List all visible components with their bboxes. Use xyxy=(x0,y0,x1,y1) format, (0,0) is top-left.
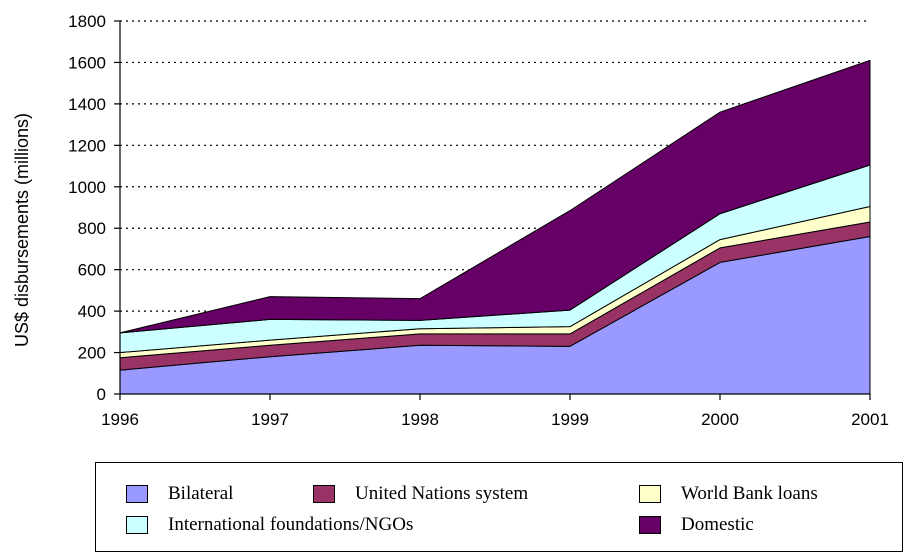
y-tick-label: 1600 xyxy=(68,53,106,72)
legend-item-united-nations-system: United Nations system xyxy=(313,483,528,505)
legend: Bilateral United Nations system World Ba… xyxy=(95,462,903,552)
legend-swatch xyxy=(639,516,661,534)
legend-label: Domestic xyxy=(681,514,754,535)
x-tick-label: 2001 xyxy=(851,410,889,429)
legend-item-world-bank-loans: World Bank loans xyxy=(639,483,818,505)
legend-item-domestic: Domestic xyxy=(639,514,754,536)
y-tick-label: 1800 xyxy=(68,12,106,31)
legend-label: World Bank loans xyxy=(681,483,818,504)
y-tick-labels: 0 200 400 600 800 1000 1200 1400 1600 1800 xyxy=(68,12,106,404)
y-tick-label: 400 xyxy=(78,302,106,321)
legend-item-international-foundations-ngos: International foundations/NGOs xyxy=(126,514,413,536)
y-tick-label: 200 xyxy=(78,344,106,363)
legend-swatch xyxy=(313,485,335,503)
y-tick-label: 0 xyxy=(97,385,106,404)
y-axis-label: US$ disbursements (millions) xyxy=(12,113,32,347)
x-tick-label: 1999 xyxy=(551,410,589,429)
legend-swatch xyxy=(126,485,148,503)
area-domestic xyxy=(119,59,871,334)
y-tick-label: 800 xyxy=(78,219,106,238)
legend-label: International foundations/NGOs xyxy=(168,514,414,535)
y-tick-label: 1400 xyxy=(68,95,106,114)
y-tick-label: 1000 xyxy=(68,178,106,197)
y-tick-label: 600 xyxy=(78,261,106,280)
x-tick-label: 2000 xyxy=(701,410,739,429)
legend-swatch xyxy=(126,516,148,534)
x-tick-label: 1996 xyxy=(101,410,139,429)
axes xyxy=(114,20,871,400)
area-series xyxy=(119,59,871,395)
legend-swatch xyxy=(639,485,661,503)
legend-item-bilateral: Bilateral xyxy=(126,483,233,505)
x-tick-label: 1997 xyxy=(251,410,289,429)
legend-label: Bilateral xyxy=(168,483,234,504)
x-tick-labels: 1996 1997 1998 1999 2000 2001 xyxy=(101,410,889,429)
legend-label: United Nations system xyxy=(355,483,529,504)
y-tick-label: 1200 xyxy=(68,136,106,155)
x-tick-label: 1998 xyxy=(401,410,439,429)
